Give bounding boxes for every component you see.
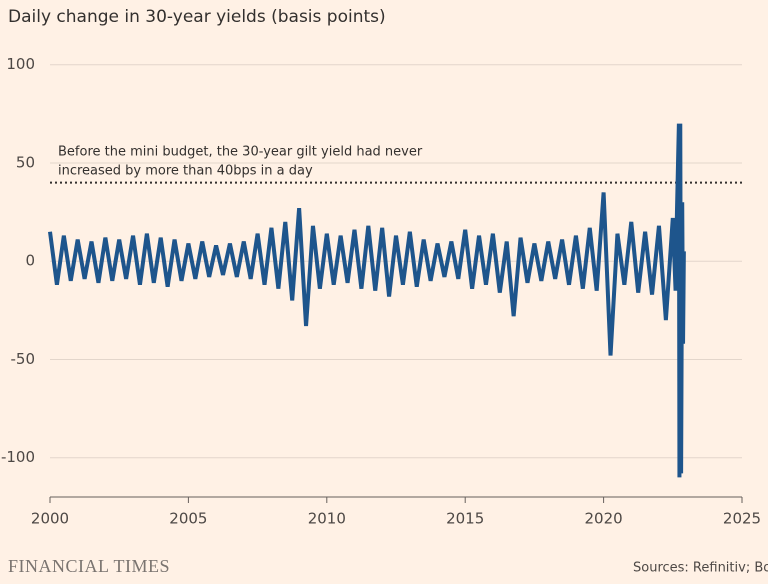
x-tick-label: 2015 — [446, 510, 484, 528]
source: Sources: Refinitiv; BoE — [633, 561, 768, 576]
y-tick-label: 100 — [6, 55, 35, 73]
x-tick-label: 2010 — [308, 510, 346, 528]
x-tick-label: 2005 — [169, 510, 207, 528]
y-tick-label: 0 — [25, 252, 35, 270]
annotation: increased by more than 40bps in a day — [58, 164, 313, 179]
annotation: Before the mini budget, the 30-year gilt… — [58, 145, 423, 160]
x-tick-label: 2000 — [31, 510, 69, 528]
y-tick-label: -50 — [11, 350, 36, 368]
x-tick-label: 2020 — [585, 510, 623, 528]
y-tick-label: -100 — [1, 448, 35, 466]
chart-title: Daily change in 30-year yields (basis po… — [8, 7, 386, 27]
brand: FINANCIAL TIMES — [8, 556, 170, 576]
y-tick-label: 50 — [16, 153, 35, 171]
series-line — [48, 123, 686, 478]
x-tick-label: 2025 — [723, 510, 761, 528]
